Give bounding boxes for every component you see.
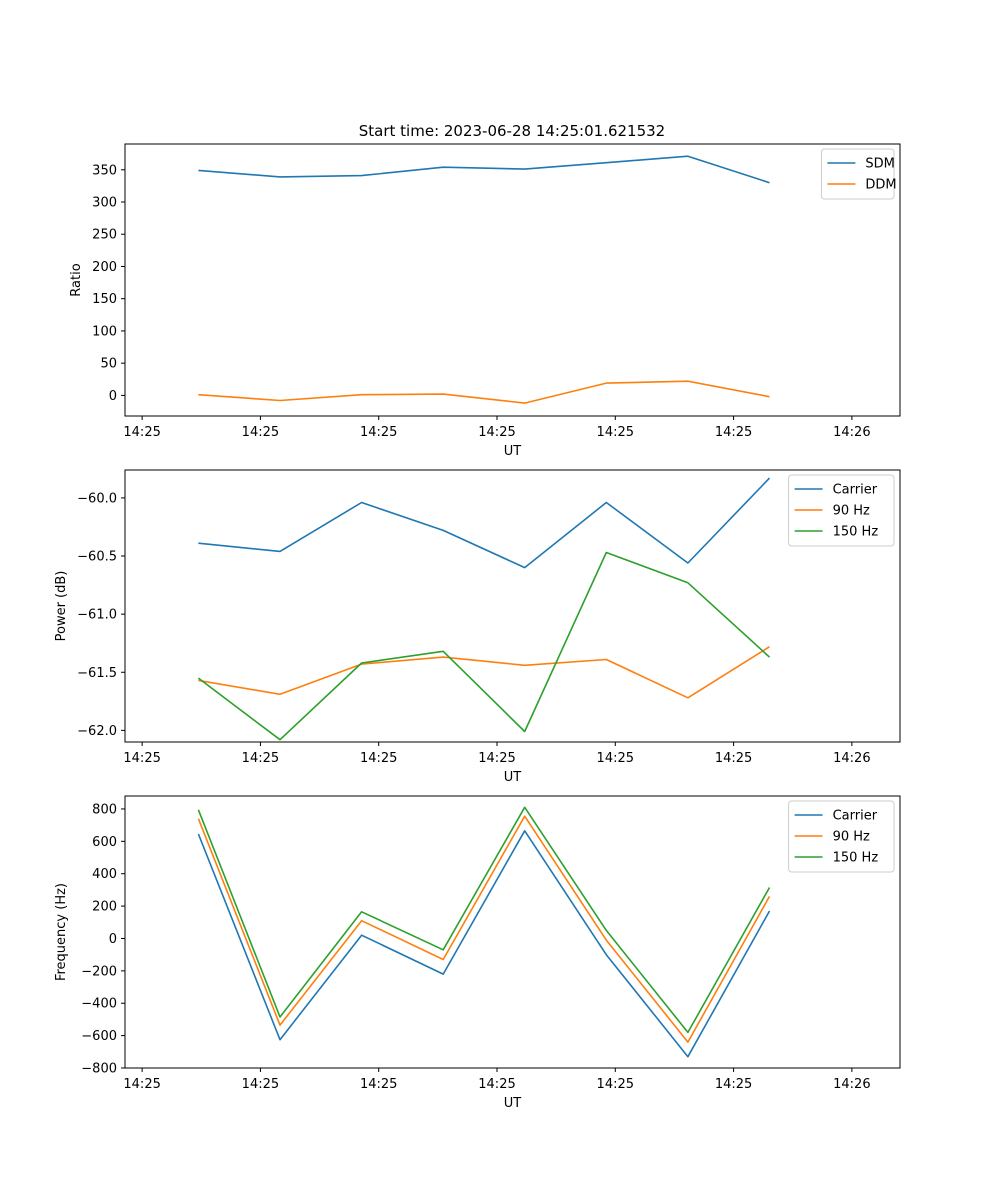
x-tick-label: 14:25 xyxy=(242,751,279,766)
chart-panel-1: 0 50 100 150 200 250 300 350 14:25 14:25 14:25 14:2… xyxy=(69,143,901,459)
legend-box xyxy=(788,800,895,873)
axes-frame xyxy=(124,469,901,743)
legend-label: 150 Hz xyxy=(833,851,879,866)
y-tick-label: −60.5 xyxy=(77,550,117,565)
y-tick-label: −600 xyxy=(81,1029,117,1044)
y-tick-label: −61.0 xyxy=(77,608,117,623)
legend: Carrier 90 Hz 150 Hz xyxy=(788,474,895,547)
x-tick-label: 14:25 xyxy=(478,751,515,766)
legend-box xyxy=(820,148,895,200)
x-tick-label: 14:25 xyxy=(715,751,752,766)
figure-title: Start time: 2023-06-28 14:25:01.621532 xyxy=(359,122,665,140)
series-line-sdm xyxy=(198,155,770,184)
x-tick-label: 14:25 xyxy=(123,425,160,440)
x-tick-label: 14:25 xyxy=(242,425,279,440)
x-tick-label: 14:26 xyxy=(833,425,870,440)
y-tick-label: 350 xyxy=(92,163,117,178)
series-line-carrier xyxy=(197,829,771,1058)
y-tick-label: 50 xyxy=(100,357,117,372)
chart-panel-2: −62.0 −61.5 −61.0 −60.5 −60.0 14:25 14:25 14:25… xyxy=(54,469,901,785)
series-line-150-hz xyxy=(197,806,771,1034)
y-tick-label: 600 xyxy=(92,835,117,850)
series-line-ddm xyxy=(198,380,770,404)
chart-panel-3: −800 −600 −400 −200 0 200 400 600 800 14:25 14:25 1… xyxy=(54,795,901,1111)
series-line-90-hz xyxy=(197,815,771,1043)
x-tick-label: 14:25 xyxy=(597,1077,634,1092)
y-axis-label: Ratio xyxy=(69,263,84,296)
y-tick-label: 300 xyxy=(92,196,117,211)
y-tick-label: 200 xyxy=(92,260,117,275)
y-tick-label: 150 xyxy=(92,292,117,307)
x-tick-label: 14:26 xyxy=(833,1077,870,1092)
y-tick-label: 200 xyxy=(92,900,117,915)
x-tick-label: 14:25 xyxy=(360,425,397,440)
series-line-90-hz xyxy=(198,646,770,699)
x-tick-label: 14:25 xyxy=(597,425,634,440)
y-tick-label: 100 xyxy=(92,324,117,339)
x-tick-label: 14:25 xyxy=(123,751,160,766)
axes-frame xyxy=(124,143,901,417)
y-tick-label: −60.0 xyxy=(77,491,117,506)
legend: Carrier 90 Hz 150 Hz xyxy=(788,800,895,873)
x-tick-label: 14:25 xyxy=(478,1077,515,1092)
legend-box xyxy=(788,474,895,547)
series-line-carrier xyxy=(198,477,771,569)
x-axis-label: UT xyxy=(504,770,522,785)
x-tick-label: 14:25 xyxy=(360,1077,397,1092)
x-axis-label: UT xyxy=(504,1096,522,1111)
x-tick-label: 14:25 xyxy=(123,1077,160,1092)
y-axis-label: Power (dB) xyxy=(54,571,69,642)
x-tick-label: 14:25 xyxy=(242,1077,279,1092)
legend-label: Carrier xyxy=(833,483,878,498)
x-tick-label: 14:26 xyxy=(833,751,870,766)
y-tick-label: 250 xyxy=(92,228,117,243)
x-tick-label: 14:25 xyxy=(715,425,752,440)
legend: SDM DDM xyxy=(820,148,897,200)
y-axis-label: Frequency (Hz) xyxy=(54,883,69,981)
legend-label: SDM xyxy=(865,157,894,172)
y-tick-label: −62.0 xyxy=(77,724,117,739)
x-tick-label: 14:25 xyxy=(597,751,634,766)
x-tick-label: 14:25 xyxy=(715,1077,752,1092)
x-tick-label: 14:25 xyxy=(478,425,515,440)
axes-frame xyxy=(124,795,901,1069)
y-tick-label: 400 xyxy=(92,867,117,882)
x-tick-label: 14:25 xyxy=(360,751,397,766)
x-axis-label: UT xyxy=(504,444,522,459)
y-tick-label: 0 xyxy=(109,932,117,947)
y-tick-label: −61.5 xyxy=(77,666,117,681)
y-tick-label: −400 xyxy=(81,997,117,1012)
y-tick-label: −800 xyxy=(81,1062,117,1077)
legend-label: 150 Hz xyxy=(833,525,879,540)
legend-label: 90 Hz xyxy=(833,830,870,845)
series-line-150-hz xyxy=(197,551,771,741)
y-tick-label: 800 xyxy=(92,802,117,817)
y-tick-label: −200 xyxy=(81,964,117,979)
legend-label: DDM xyxy=(865,178,896,193)
legend-label: Carrier xyxy=(833,809,878,824)
legend-label: 90 Hz xyxy=(833,504,870,519)
y-tick-label: 0 xyxy=(109,389,117,404)
